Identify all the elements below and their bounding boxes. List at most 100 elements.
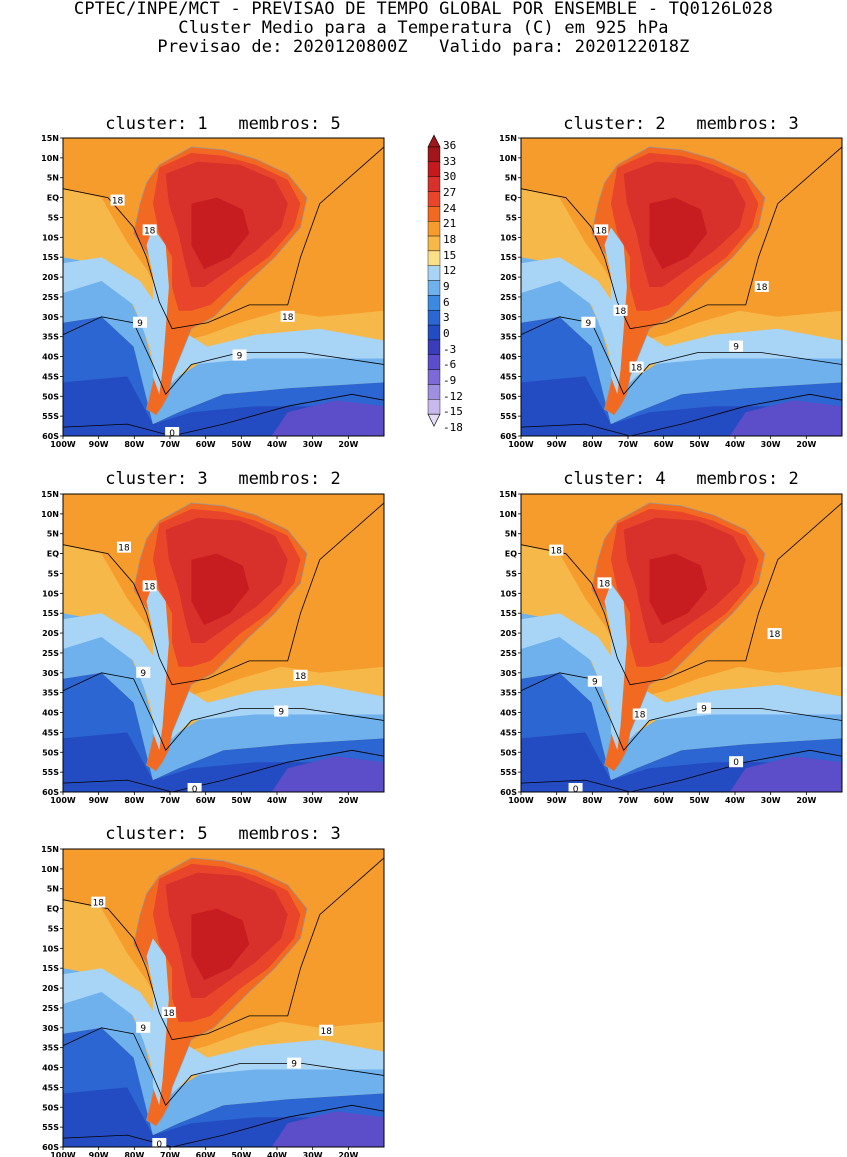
lon-tick-label: 20W	[796, 440, 816, 449]
lon-tick-label: 100W	[508, 796, 534, 805]
contour-label: 9	[133, 316, 148, 329]
lat-tick-label: 5N	[505, 174, 517, 183]
lat-tick-label: 20S	[42, 629, 59, 638]
colorbar-label: 9	[443, 280, 450, 293]
contour-0	[520, 749, 843, 793]
map-frame	[62, 137, 385, 437]
colorbar-label: -15	[443, 405, 463, 419]
lat-tick-label: 60S	[500, 432, 517, 441]
andes-cold-strip	[146, 227, 169, 395]
lat-tick-label: EQ	[505, 550, 517, 559]
lat-tick-label: 60S	[42, 432, 59, 441]
lat-tick-label: 15N	[41, 845, 59, 854]
lon-tick-label: 70W	[618, 440, 638, 449]
lat-tick-label: 5S	[506, 569, 518, 578]
contour-label-text: 9	[592, 678, 598, 688]
lon-tick-label: 70W	[618, 796, 638, 805]
hottest-core	[191, 553, 250, 626]
lon-tick-label: 50W	[231, 440, 251, 449]
lat-tick-label: 40S	[42, 353, 59, 362]
lat-tick-label: 35S	[500, 689, 517, 698]
cool-band	[63, 968, 384, 1136]
andes-cold-strip	[146, 938, 169, 1106]
lat-tick-label: 30S	[42, 1024, 59, 1033]
lat-tick-label: 45S	[42, 1083, 59, 1092]
contour-label: 18	[161, 1006, 176, 1019]
contour-label: 18	[319, 1024, 334, 1037]
lat-tick-label: 5S	[48, 213, 60, 222]
contour-label: 18	[754, 281, 769, 293]
lat-tick-label: 55S	[500, 768, 517, 777]
cool-band	[521, 613, 842, 781]
mild-band	[63, 968, 384, 1106]
lon-tick-label: 40W	[267, 796, 287, 805]
colorbar-label: 33	[443, 154, 457, 168]
lon-tick-label: 90W	[547, 796, 567, 805]
temperature-map: 18 18 9 18 9 0 15N 10N 5N EQ 5S 10S 15S 20S 25S 30S 35S 4…	[41, 134, 385, 449]
temperature-map: 18 18 9 18 18 9 0 0 15N 10N 5N EQ 5S 10S 15S 20S 25S 30S 3…	[499, 490, 843, 805]
colorbar-swatch	[427, 176, 441, 192]
contour-label: 18	[116, 541, 131, 554]
lat-tick-label: 15S	[42, 964, 59, 973]
contour-label: 18	[280, 310, 295, 323]
contour-9	[62, 316, 385, 396]
lat-tick-label: EQ	[505, 194, 517, 203]
colorbar-swatch	[427, 250, 441, 266]
lon-tick-label: 40W	[725, 796, 745, 805]
lon-tick-label: 70W	[160, 1151, 180, 1157]
contour-label: 18	[91, 896, 106, 909]
coldest-patch	[271, 400, 384, 436]
map-frame	[62, 848, 385, 1148]
lat-tick-label: 45S	[500, 728, 517, 737]
lat-tick-label: 20S	[42, 984, 59, 993]
lat-tick-label: 10S	[42, 589, 59, 598]
contour-label: 18	[594, 224, 609, 236]
colorbar-label: 12	[443, 264, 457, 278]
colorbar-scale	[427, 134, 441, 427]
lat-tick-label: 35S	[42, 333, 59, 342]
colorbar-swatch	[427, 161, 441, 177]
colorbar-swatch	[427, 280, 441, 296]
lon-tick-label: 60W	[196, 1151, 216, 1157]
contour-label-text: 9	[586, 319, 592, 329]
lon-tick-label: 50W	[689, 440, 709, 449]
lat-tick-label: 40S	[42, 709, 59, 718]
andes-cold-strip	[604, 583, 627, 751]
contour-label-text: 18	[634, 711, 646, 721]
lon-tick-label: 30W	[761, 440, 781, 449]
lon-tick-label: 30W	[303, 796, 323, 805]
contour-label-text: 18	[551, 547, 563, 557]
contour-18	[62, 857, 385, 1041]
contour-label-text: 18	[320, 1027, 332, 1037]
colorbar-label: -6	[443, 358, 457, 372]
lat-tick-label: 55S	[42, 412, 59, 421]
contour-label: 9	[287, 1057, 302, 1070]
contour-label: 18	[293, 669, 308, 682]
lat-tick-label: 25S	[42, 1004, 59, 1013]
lat-tick-label: 10N	[41, 865, 59, 874]
contour-label: 9	[232, 349, 247, 362]
colorbar-label: -12	[443, 389, 463, 403]
contour-label-text: 18	[144, 226, 156, 236]
lat-tick-label: 45S	[42, 372, 59, 381]
lat-tick-label: 15N	[41, 490, 59, 499]
contour-label: 18	[632, 708, 647, 721]
lat-tick-label: 50S	[42, 1103, 59, 1112]
colorbar-swatch	[427, 221, 441, 237]
lon-tick-label: 30W	[761, 796, 781, 805]
lat-tick-label: 30S	[42, 313, 59, 322]
contour-label: 9	[274, 705, 289, 718]
subtitle-variable: Cluster Medio para a Temperatura (C) em …	[178, 18, 669, 38]
lon-tick-label: 20W	[338, 440, 358, 449]
lat-tick-label: 5N	[47, 885, 59, 894]
contour-label-text: 18	[769, 630, 781, 640]
lon-tick-label: 40W	[267, 1151, 287, 1157]
lon-tick-label: 20W	[338, 796, 358, 805]
contour-0	[62, 1104, 385, 1148]
lon-tick-label: 90W	[89, 796, 109, 805]
contour-label: 9	[729, 340, 744, 353]
andes-cold-strip	[146, 583, 169, 751]
contour-label-text: 18	[118, 544, 130, 554]
panel-title: cluster: 1 membros: 5	[105, 114, 341, 134]
contour-label: 18	[142, 580, 157, 592]
